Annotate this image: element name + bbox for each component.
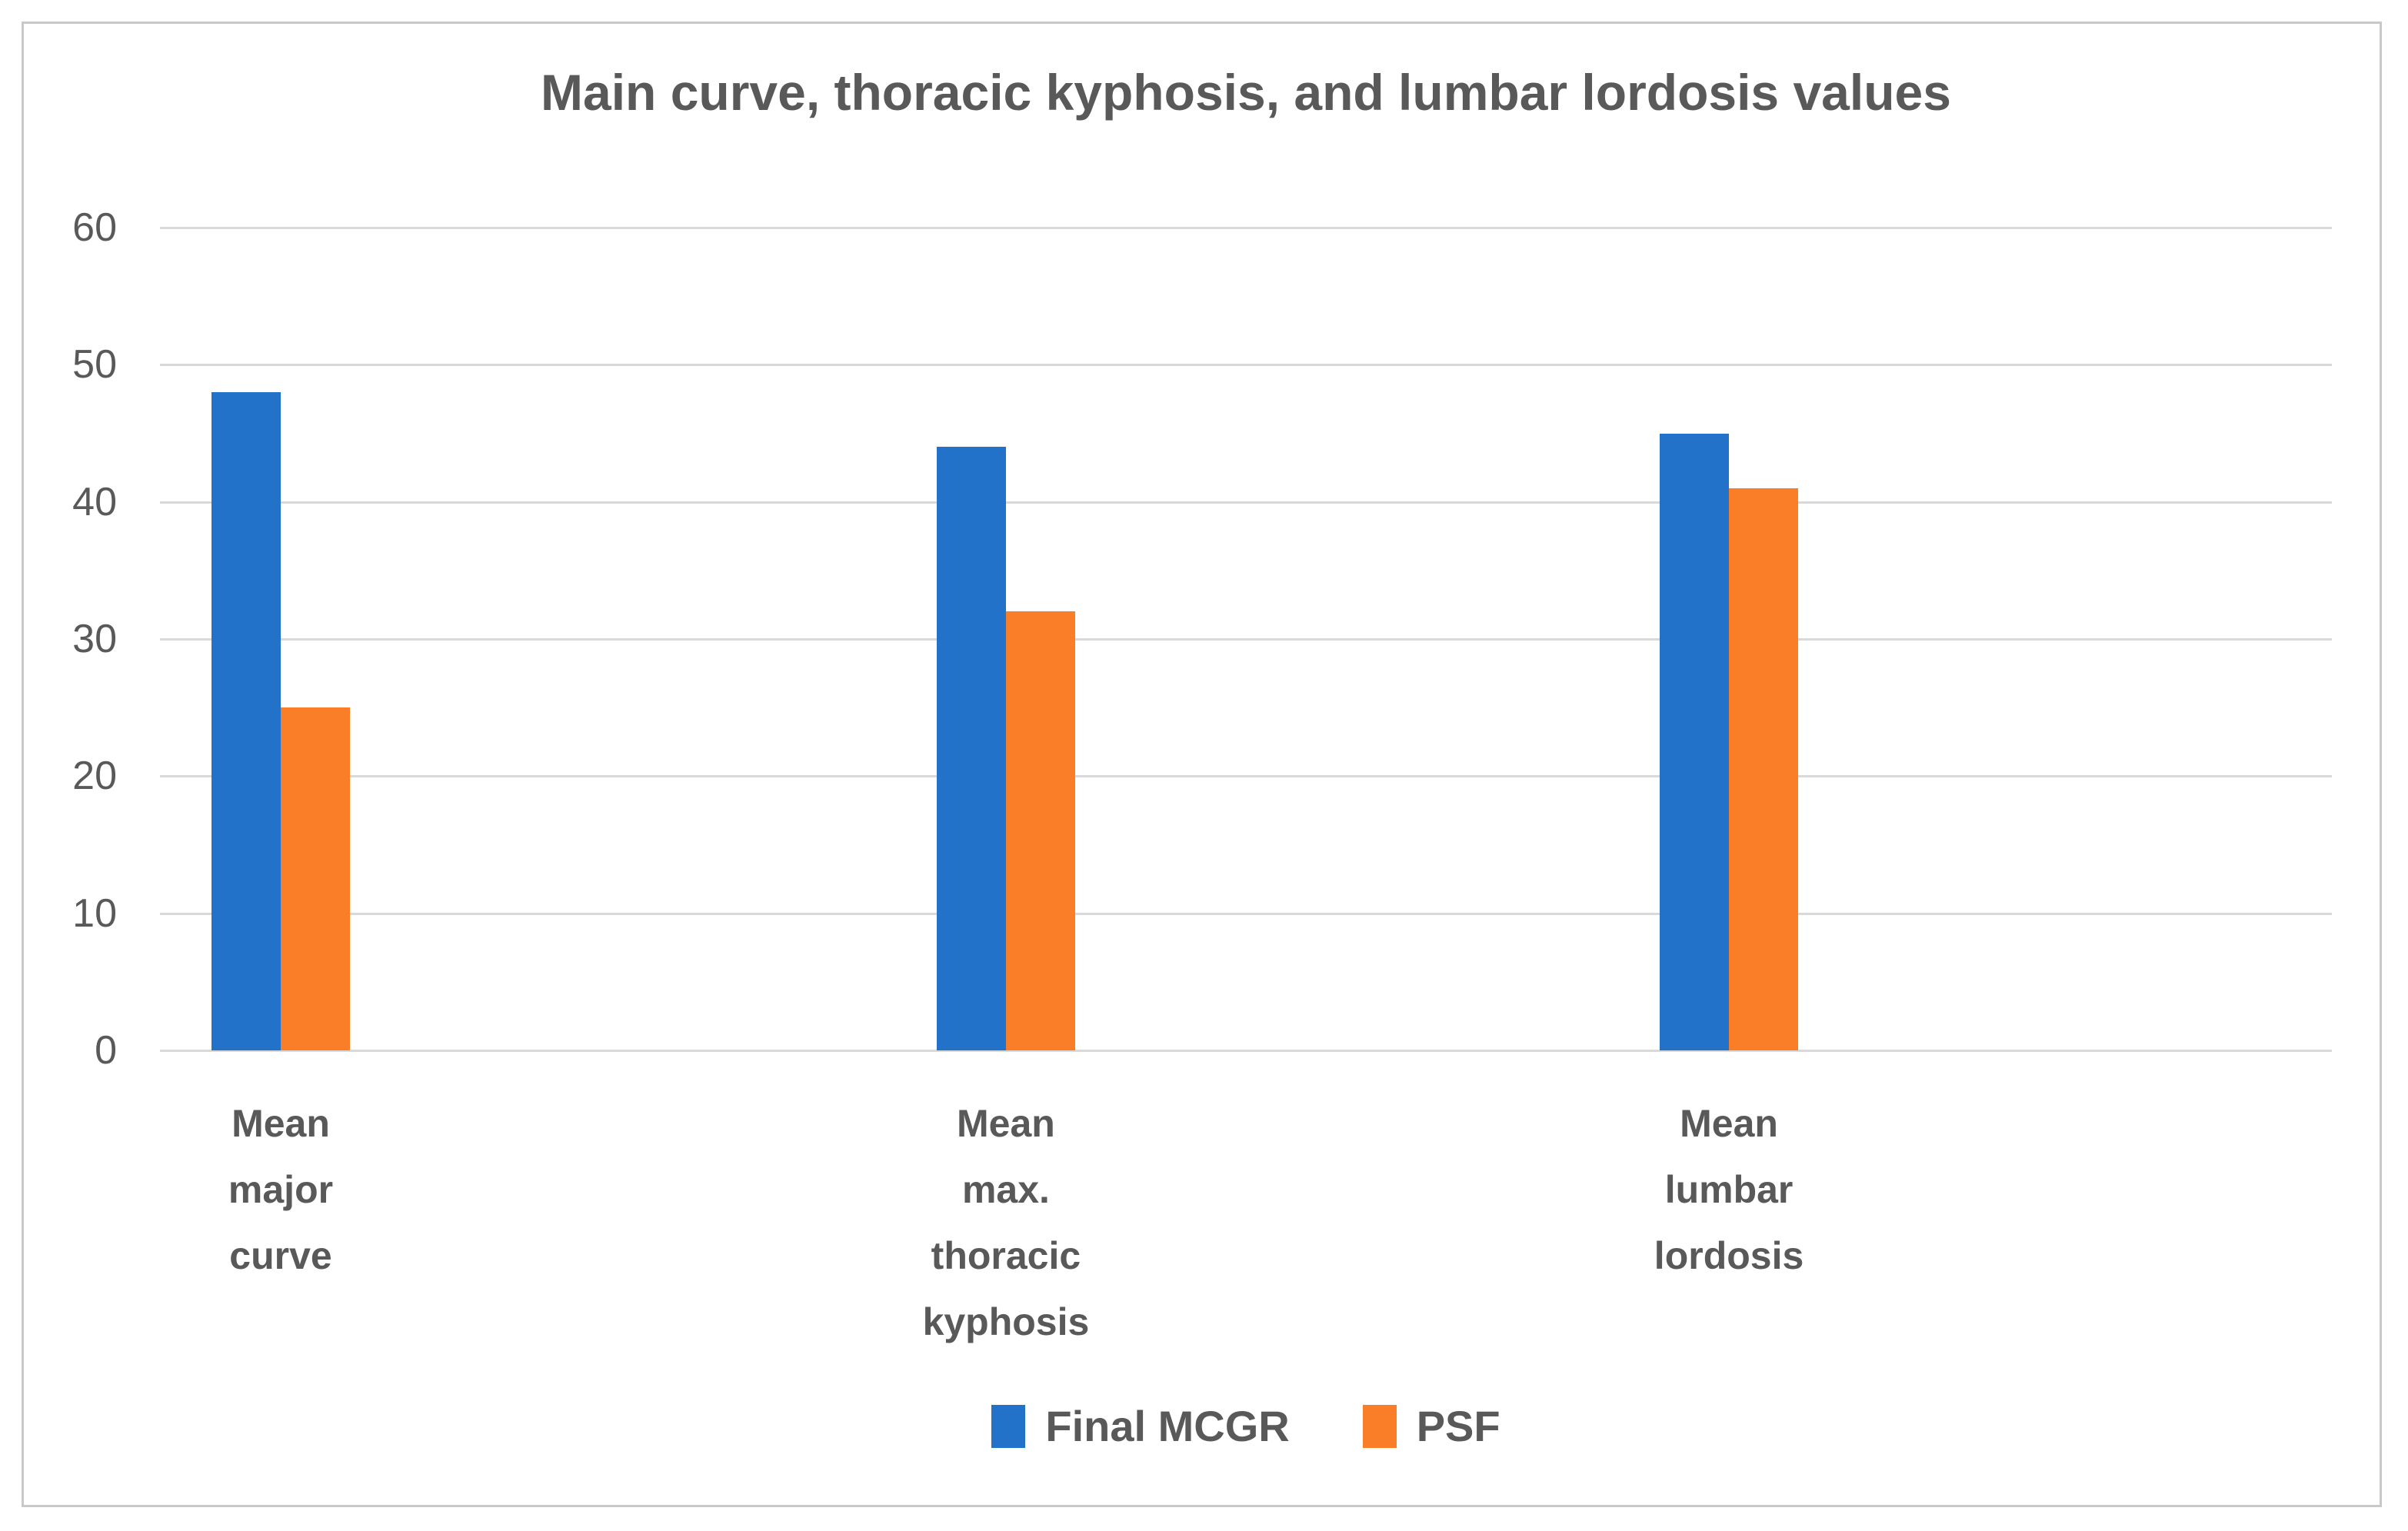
- category-label-line: curve: [229, 1234, 332, 1277]
- y-tick-label-60: 60: [72, 205, 117, 250]
- y-tick-label-40: 40: [72, 479, 117, 524]
- bar-final-mcgr-category-3: [1659, 433, 1730, 1050]
- bar-psf-category-1: [281, 707, 351, 1050]
- category-label-1: Mean major curve: [35, 1090, 527, 1289]
- y-tick-label-30: 30: [72, 617, 117, 661]
- category-label-line: max.: [961, 1168, 1050, 1211]
- bar-psf-category-2: [1005, 611, 1076, 1050]
- category-label-line: kyphosis: [922, 1300, 1090, 1343]
- gridline-y-60: [160, 227, 2332, 229]
- legend: Final MCGR PSF: [160, 1401, 2332, 1451]
- category-label-line: Mean: [1680, 1102, 1778, 1145]
- category-label-line: thoracic: [931, 1234, 1081, 1277]
- gridline-y-20: [160, 775, 2332, 778]
- chart-title: Main curve, thoracic kyphosis, and lumba…: [541, 64, 1951, 121]
- gridline-y-10: [160, 912, 2332, 915]
- plot-area: [160, 227, 2332, 1052]
- category-label-line: Mean: [957, 1102, 1055, 1145]
- chart-frame: [22, 22, 2382, 1507]
- category-label-line: Mean: [231, 1102, 330, 1145]
- category-label-line: lumbar: [1664, 1168, 1794, 1211]
- legend-swatch-icon: [991, 1404, 1026, 1448]
- category-label-line: major: [228, 1168, 334, 1211]
- bar-final-mcgr-category-2: [936, 447, 1006, 1050]
- y-tick-label-50: 50: [72, 342, 117, 388]
- gridline-y-0: [160, 1050, 2332, 1052]
- legend-item-final-mcgr: Final MCGR: [991, 1401, 1290, 1451]
- gridline-y-50: [160, 364, 2332, 367]
- category-label-2: Mean max. thoracic kyphosis: [760, 1090, 1252, 1355]
- y-tick-label-20: 20: [72, 754, 117, 799]
- legend-label: Final MCGR: [1045, 1402, 1290, 1450]
- gridline-y-30: [160, 638, 2332, 641]
- category-label-3: Mean lumbar lordosis: [1483, 1090, 1975, 1289]
- legend-label: PSF: [1416, 1402, 1500, 1450]
- legend-item-psf: PSF: [1362, 1401, 1500, 1451]
- bar-psf-category-3: [1729, 488, 1799, 1050]
- category-label-line: lordosis: [1654, 1234, 1804, 1277]
- legend-swatch-icon: [1362, 1404, 1397, 1448]
- gridline-y-40: [160, 501, 2332, 504]
- y-tick-label-0: 0: [95, 1028, 117, 1073]
- y-tick-label-10: 10: [72, 890, 117, 936]
- bar-final-mcgr-category-1: [211, 392, 281, 1050]
